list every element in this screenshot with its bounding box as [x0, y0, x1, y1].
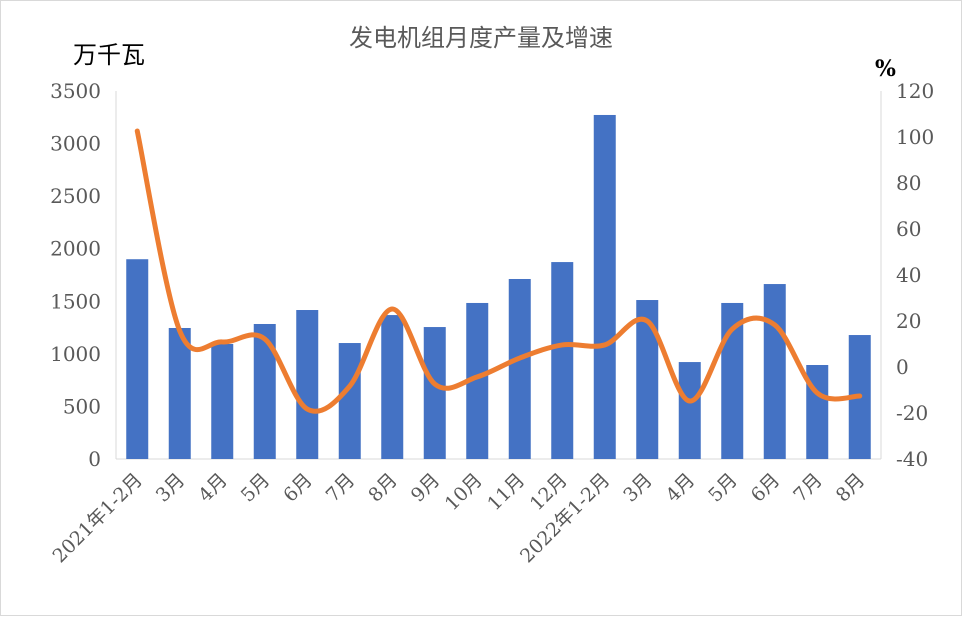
right-tick-label: -40 — [896, 447, 928, 471]
x-tick-label: 5月 — [704, 469, 742, 507]
right-tick-label: 120 — [896, 79, 934, 103]
bar — [296, 310, 318, 459]
x-tick-label: 3月 — [152, 469, 190, 507]
left-tick-label: 2000 — [50, 237, 101, 261]
right-tick-label: 100 — [896, 125, 934, 149]
x-tick-label: 9月 — [407, 469, 445, 507]
x-tick-label: 6月 — [279, 469, 317, 507]
growth-line — [137, 131, 860, 411]
x-tick-label: 8月 — [832, 469, 870, 507]
left-tick-label: 3500 — [50, 79, 101, 103]
left-tick-label: 1500 — [50, 289, 101, 313]
bar — [381, 315, 403, 459]
bar — [211, 344, 233, 459]
x-tick-label: 4月 — [662, 469, 700, 507]
x-tick-label: 5月 — [237, 469, 275, 507]
right-axis-label: % — [875, 56, 896, 82]
right-tick-label: 0 — [896, 355, 909, 379]
x-tick-label: 8月 — [364, 469, 402, 507]
left-tick-label: 500 — [63, 394, 101, 418]
x-tick-label: 3月 — [619, 469, 657, 507]
bar — [551, 262, 573, 459]
right-tick-label: 40 — [896, 263, 921, 287]
right-tick-label: 60 — [896, 217, 921, 241]
bar — [339, 343, 361, 459]
x-tick-label: 7月 — [789, 469, 827, 507]
bar — [424, 327, 446, 459]
left-axis-label: 万千瓦 — [73, 41, 145, 69]
right-tick-label: 20 — [896, 309, 921, 333]
bar — [126, 259, 148, 459]
x-tick-label: 11月 — [483, 469, 529, 515]
right-tick-label: -20 — [896, 401, 928, 425]
bar — [509, 279, 531, 459]
x-tick-label: 2021年1-2月 — [49, 469, 147, 567]
left-tick-label: 2500 — [50, 184, 101, 208]
right-tick-label: 80 — [896, 171, 921, 195]
left-tick-label: 1000 — [50, 342, 101, 366]
x-tick-label: 10月 — [441, 469, 487, 515]
x-tick-label: 6月 — [747, 469, 785, 507]
bar — [594, 115, 616, 459]
x-tick-label: 7月 — [322, 469, 360, 507]
left-tick-label: 0 — [88, 447, 101, 471]
bar — [764, 284, 786, 459]
left-tick-label: 3000 — [50, 132, 101, 156]
x-tick-label: 4月 — [194, 469, 232, 507]
chart-title: 发电机组月度产量及增速 — [349, 24, 613, 52]
bar — [679, 362, 701, 459]
